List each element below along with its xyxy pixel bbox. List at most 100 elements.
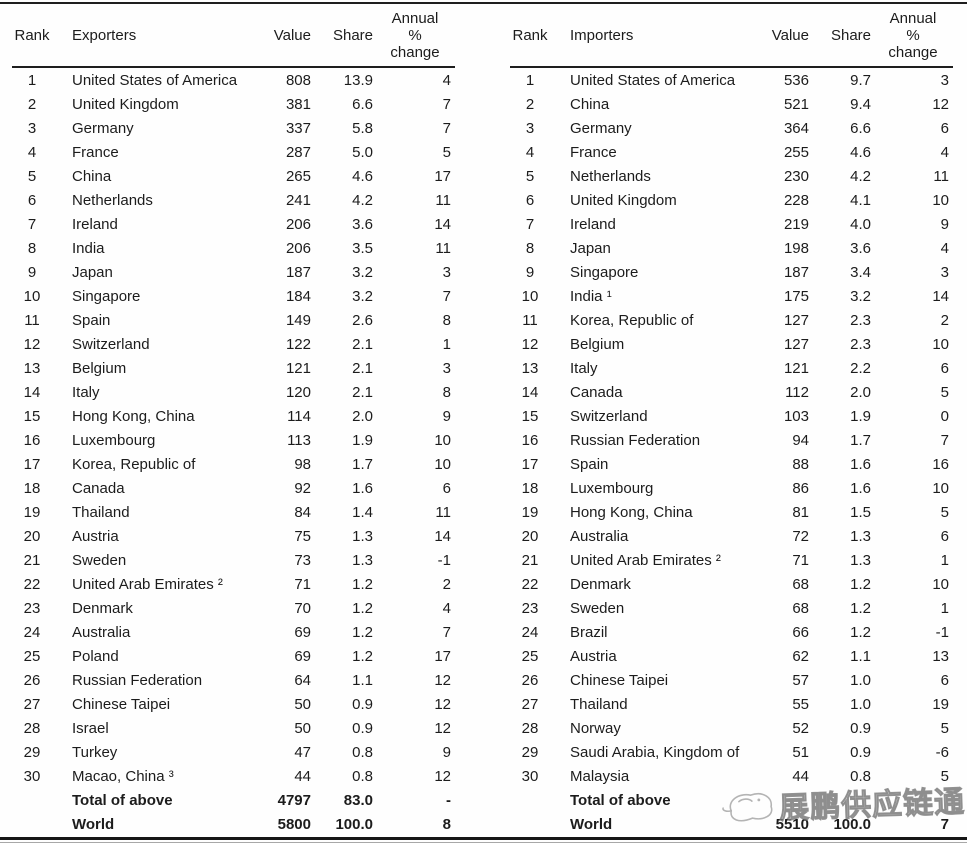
- country-cell: Luxembourg: [72, 431, 156, 449]
- country-cell: Belgium: [72, 359, 127, 377]
- share-cell: 1.7: [352, 455, 373, 473]
- value-cell: 50: [294, 719, 311, 737]
- share-cell: 3.2: [352, 263, 373, 281]
- share-cell: 1.2: [352, 599, 373, 617]
- rank-cell: 12: [23, 335, 41, 353]
- country-cell: United Arab Emirates ²: [72, 575, 223, 593]
- table-row: 2 United Kingdom 381 6.6 7: [12, 92, 455, 116]
- rank-cell: 23: [521, 599, 539, 617]
- change-cell: 13: [932, 647, 949, 665]
- country-cell: Korea, Republic of: [570, 311, 694, 329]
- table-row: World 5510 100.0 7: [510, 812, 953, 836]
- rank-cell: 21: [521, 551, 539, 569]
- rank-cell: 15: [521, 407, 539, 425]
- table-row: Total of above 4797 83.0 -: [12, 788, 455, 812]
- share-cell: 100.0: [335, 815, 373, 833]
- change-cell: 10: [932, 335, 949, 353]
- rank-cell: 20: [521, 527, 539, 545]
- rank-header: Rank: [512, 26, 548, 44]
- value-cell: 64: [294, 671, 311, 689]
- rank-cell: 5: [525, 167, 535, 185]
- value-cell: 121: [285, 359, 311, 377]
- country-cell: Poland: [72, 647, 119, 665]
- change-cell: 14: [932, 287, 949, 305]
- rank-cell: 13: [23, 359, 41, 377]
- value-cell: 536: [783, 71, 809, 89]
- change-cell: 14: [434, 527, 451, 545]
- change-cell: 5: [940, 719, 949, 737]
- country-cell: Singapore: [570, 263, 639, 281]
- country-cell: Japan: [72, 263, 113, 281]
- change-cell: 7: [442, 287, 451, 305]
- country-cell: Total of above: [72, 791, 173, 809]
- share-cell: 0.9: [352, 719, 373, 737]
- share-cell: 0.9: [850, 743, 871, 761]
- country-cell: Russian Federation: [72, 671, 203, 689]
- rank-cell: 7: [27, 215, 37, 233]
- value-cell: 103: [783, 407, 809, 425]
- table-row: 23 Sweden 68 1.2 1: [510, 596, 953, 620]
- rank-cell: 11: [522, 311, 538, 329]
- country-cell: France: [570, 143, 617, 161]
- value-cell: 337: [285, 119, 311, 137]
- change-cell: 19: [932, 695, 949, 713]
- value-cell: 52: [792, 719, 809, 737]
- rank-cell: 28: [23, 719, 41, 737]
- value-cell: 381: [285, 95, 311, 113]
- rank-cell: 28: [521, 719, 539, 737]
- rank-cell: 25: [23, 647, 41, 665]
- country-cell: Korea, Republic of: [72, 455, 196, 473]
- share-header: Share: [332, 26, 373, 44]
- share-cell: 1.6: [352, 479, 373, 497]
- value-cell: 265: [285, 167, 311, 185]
- change-cell: 10: [932, 479, 949, 497]
- country-cell: Belgium: [570, 335, 625, 353]
- share-cell: 1.9: [850, 407, 871, 425]
- table-row: 29 Saudi Arabia, Kingdom of 51 0.9 -6: [510, 740, 953, 764]
- share-cell: 2.3: [850, 311, 871, 329]
- share-cell: 1.1: [850, 647, 871, 665]
- table-row: 7 Ireland 219 4.0 9: [510, 212, 953, 236]
- table-row: 28 Israel 50 0.9 12: [12, 716, 455, 740]
- share-cell: 1.3: [352, 551, 373, 569]
- country-cell: Denmark: [72, 599, 133, 617]
- value-cell: 230: [783, 167, 809, 185]
- rank-cell: 7: [525, 215, 535, 233]
- share-cell: 1.2: [352, 575, 373, 593]
- table-row: 16 Luxembourg 113 1.9 10: [12, 428, 455, 452]
- table-row: 15 Switzerland 103 1.9 0: [510, 404, 953, 428]
- annual-change-header: Annual % change: [390, 9, 440, 61]
- value-cell: 51: [792, 743, 809, 761]
- share-cell: 1.3: [850, 551, 871, 569]
- table-row: 9 Singapore 187 3.4 3: [510, 260, 953, 284]
- table-row: 21 United Arab Emirates ² 71 1.3 1: [510, 548, 953, 572]
- share-cell: 2.1: [352, 335, 373, 353]
- share-cell: 1.3: [352, 527, 373, 545]
- rank-cell: 10: [23, 287, 41, 305]
- share-cell: 1.3: [850, 527, 871, 545]
- country-cell: United States of America: [72, 71, 238, 89]
- rank-cell: 22: [521, 575, 539, 593]
- value-cell: 62: [792, 647, 809, 665]
- share-cell: 0.8: [850, 767, 871, 785]
- country-cell: Australia: [570, 527, 629, 545]
- change-cell: 6: [940, 359, 949, 377]
- rank-cell: 3: [525, 119, 535, 137]
- table-row: 19 Hong Kong, China 81 1.5 5: [510, 500, 953, 524]
- share-cell: 9.4: [850, 95, 871, 113]
- share-cell: 5.0: [352, 143, 373, 161]
- country-cell: Malaysia: [570, 767, 630, 785]
- change-cell: 16: [932, 455, 949, 473]
- country-cell: Turkey: [72, 743, 118, 761]
- table-row: 22 Denmark 68 1.2 10: [510, 572, 953, 596]
- table-row: 18 Luxembourg 86 1.6 10: [510, 476, 953, 500]
- change-cell: 9: [442, 743, 451, 761]
- change-cell: 12: [434, 695, 451, 713]
- change-cell: 4: [940, 239, 949, 257]
- country-cell: United Kingdom: [570, 191, 677, 209]
- rank-cell: 30: [521, 767, 539, 785]
- value-cell: 47: [294, 743, 311, 761]
- country-cell: Macao, China ³: [72, 767, 174, 785]
- country-cell: Switzerland: [570, 407, 648, 425]
- change-cell: 12: [932, 95, 949, 113]
